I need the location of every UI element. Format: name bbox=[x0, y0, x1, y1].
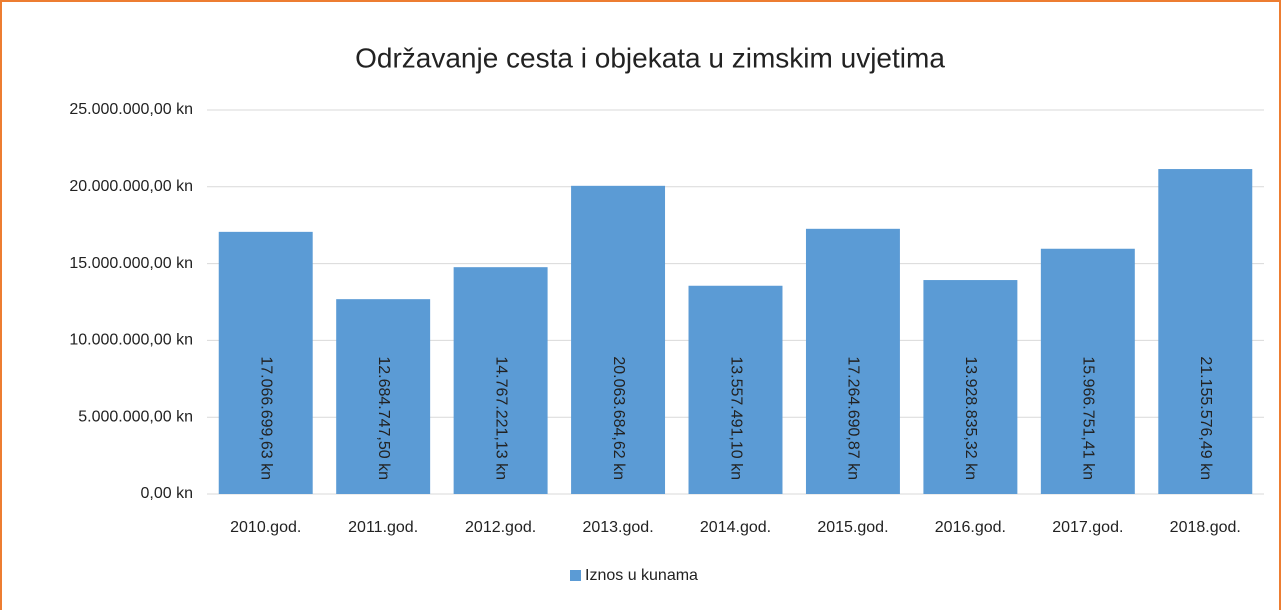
bar bbox=[688, 285, 783, 494]
x-tick-label: 2011.god. bbox=[348, 519, 418, 536]
data-label: 17.264.690,87 kn bbox=[845, 356, 862, 480]
data-label: 14.767.221,13 kn bbox=[492, 356, 509, 480]
x-tick-label: 2014.god. bbox=[700, 519, 771, 536]
x-tick-label: 2013.god. bbox=[582, 519, 653, 536]
y-tick-label: 25.000.000,00 kn bbox=[69, 101, 193, 118]
data-label: 12.684.747,50 kn bbox=[375, 356, 392, 480]
bar bbox=[1158, 169, 1253, 494]
x-tick-label: 2017.god. bbox=[1052, 519, 1123, 536]
legend-swatch bbox=[570, 570, 581, 581]
chart-title: Održavanje cesta i objekata u zimskim uv… bbox=[355, 42, 945, 73]
y-tick-label: 5.000.000,00 kn bbox=[78, 408, 193, 425]
data-label: 17.066.699,63 kn bbox=[257, 356, 274, 480]
x-tick-label: 2015.god. bbox=[817, 519, 888, 536]
data-label: 20.063.684,62 kn bbox=[610, 356, 627, 480]
x-tick-label: 2018.god. bbox=[1170, 519, 1241, 536]
x-tick-label: 2016.god. bbox=[935, 519, 1006, 536]
data-label: 13.928.835,32 kn bbox=[962, 356, 979, 480]
bar bbox=[571, 185, 666, 494]
bar bbox=[1040, 248, 1135, 494]
y-tick-label: 10.000.000,00 kn bbox=[69, 332, 193, 349]
bar bbox=[336, 299, 431, 494]
bar bbox=[218, 231, 313, 494]
x-tick-label: 2010.god. bbox=[230, 519, 301, 536]
data-label: 21.155.576,49 kn bbox=[1197, 356, 1214, 480]
bar bbox=[923, 280, 1018, 494]
y-tick-label: 0,00 kn bbox=[141, 485, 193, 502]
y-tick-label: 20.000.000,00 kn bbox=[69, 178, 193, 195]
x-tick-label: 2012.god. bbox=[465, 519, 536, 536]
legend-label: Iznos u kunama bbox=[585, 567, 698, 584]
bar bbox=[805, 228, 900, 495]
bar bbox=[453, 267, 548, 494]
data-label: 15.966.751,41 kn bbox=[1080, 356, 1097, 480]
data-label: 13.557.491,10 kn bbox=[727, 356, 744, 480]
y-tick-label: 15.000.000,00 kn bbox=[69, 255, 193, 272]
